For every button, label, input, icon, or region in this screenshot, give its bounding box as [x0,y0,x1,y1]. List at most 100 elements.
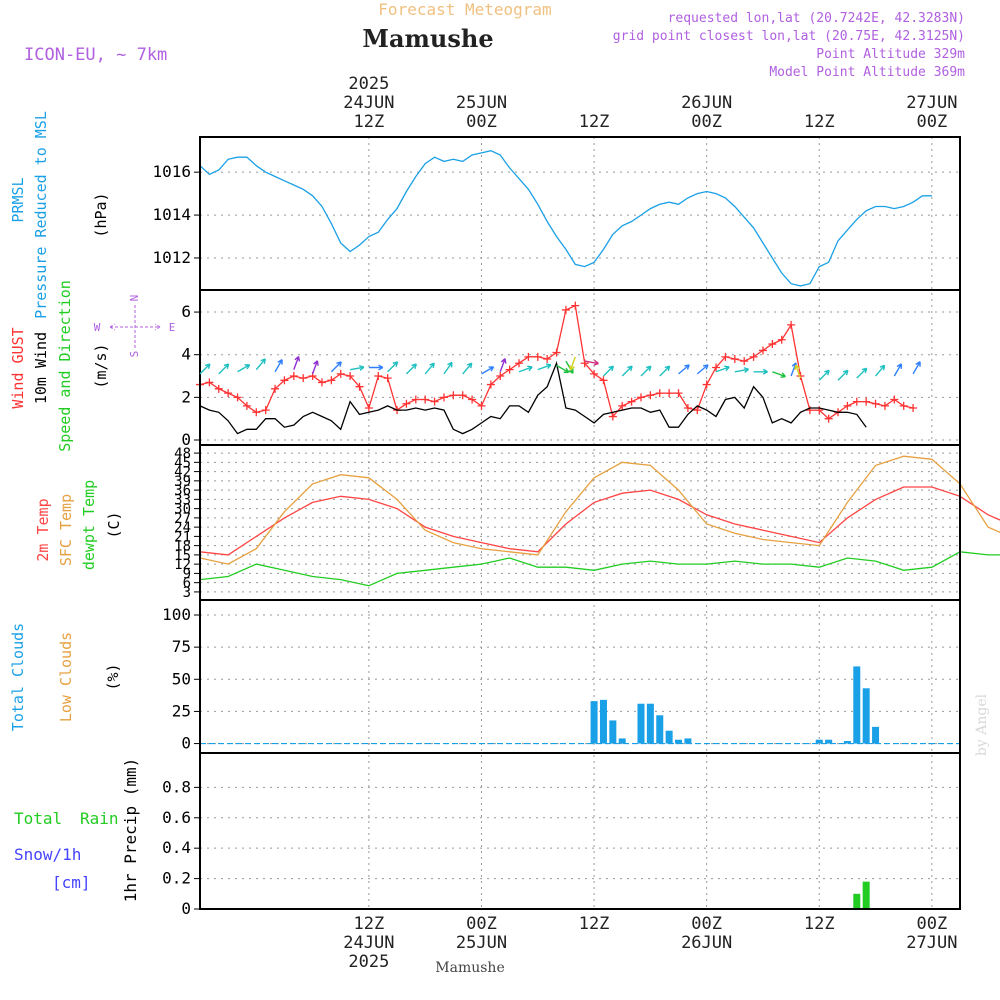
gust-marker [468,395,477,404]
gust-marker [571,301,580,310]
gust-marker [364,404,373,413]
wind-axis-label: 10m Wind [32,332,50,404]
compass-west: W [94,321,101,334]
wind10m-line [199,360,867,435]
gust-marker [411,395,420,404]
wind-direction-arrow [640,365,652,377]
t2m-line [199,486,1000,556]
wind-ytick-label: 2 [181,387,191,406]
clouds-ytick-label: 75 [172,637,191,656]
top-time-label: 00Z [691,112,722,132]
point-altitude: Point Altitude 329m [816,47,965,62]
pressure-ytick-label: 1012 [152,248,191,267]
wind-direction-arrow [715,365,730,373]
gust-marker [646,391,655,400]
wind-direction-arrow [875,364,886,377]
wind-direction-arrow [602,365,615,377]
grid-point-coords: grid point closest lon,lat (20.75E, 42.3… [613,29,965,44]
gust-marker [486,380,495,389]
top-time-label: 27JUN [906,93,957,113]
wind-axis-label: Speed and Direction [56,280,74,452]
precip-bar [853,893,861,909]
bottom-time-label: 00Z [691,914,722,934]
precip-panel-frame [199,752,961,910]
bottom-time-label: 12Z [354,914,385,934]
wind-ytick-label: 4 [181,345,191,364]
clouds-bar [656,715,664,744]
wind-direction-arrow [405,363,417,375]
pressure-ytick-label: 1014 [152,205,191,224]
bottom-time-label: 00Z [466,914,497,934]
gust-marker [909,404,918,413]
wind-direction-arrow [518,365,533,373]
gust-marker [805,406,814,415]
wind-direction-arrow [753,368,768,375]
gust-marker [852,397,861,406]
gust-marker [271,384,280,393]
gust-marker [580,359,589,368]
temperature-axis-label: (C) [105,511,123,538]
temperature-ytick-label: 24 [174,520,191,536]
clouds-ytick-label: 50 [172,669,191,688]
gust-marker [383,374,392,383]
clouds-bar [599,699,607,744]
precip-ytick-label: 0.8 [162,777,191,796]
gust-marker [477,401,486,410]
temperature-ytick-label: 45 [174,455,191,471]
wind-direction-arrow [499,358,507,373]
precip-snow-label: Snow/1h [14,845,81,864]
gust-marker [449,391,458,400]
clouds-bar [637,703,645,744]
wind-direction-arrow [330,361,342,373]
gust-marker [693,406,702,415]
gust-marker [280,376,289,385]
clouds-bar [684,738,692,744]
temperature-ytick-label: 33 [174,492,191,508]
gust-marker [749,352,758,361]
dewpt-line [199,551,1000,587]
temperature-ytick-label: 18 [174,539,191,555]
wind-axis-label: Wind GUST [9,327,27,408]
gust-marker [674,389,683,398]
wind-direction-arrow [556,364,570,374]
gust-marker [590,369,599,378]
wind-direction-arrow [424,362,435,375]
wind-ytick-label: 0 [181,430,191,449]
precip-ytick-label: 0.2 [162,869,191,888]
location-title: Mamushe [362,24,493,53]
top-time-label: 12Z [579,112,610,132]
temperature-ytick-label: 39 [174,474,191,490]
gust-marker [205,378,214,387]
requested-coords: requested lon,lat (20.7242E, 42.3283N) [668,11,965,26]
gust-marker [665,389,674,398]
model-altitude: Model Point Altitude 369m [769,65,965,80]
gust-marker [871,399,880,408]
sfc-line [199,455,1000,565]
gust-marker [505,365,514,374]
wind-direction-arrow [734,367,750,374]
bottom-time-label: 12Z [804,914,835,934]
gust-marker [458,391,467,400]
wind-direction-arrow [462,362,473,375]
wind-direction-arrow [569,356,576,371]
gust-marker [242,401,251,410]
precip-ytick-label: 0.6 [162,808,191,827]
wind-direction-arrow [584,359,599,366]
temperature-ytick-label: 15 [174,548,191,564]
temperature-ytick-label: 30 [174,502,191,518]
gust-marker [515,359,524,368]
gust-marker [374,372,383,381]
wind-direction-arrow [893,363,903,377]
top-time-label: 24JUN [343,93,394,113]
wind-direction-arrow [311,360,319,375]
pressure-axis-label: (hPa) [92,192,110,237]
precip-rain-label: Rain [80,809,119,828]
clouds-bar [665,730,673,744]
temperature-ytick-label: 3 [183,585,191,601]
clouds-axis-label: Total Clouds [9,623,27,731]
wind-direction-arrow [443,361,453,375]
bottom-time-label: 2025 [348,952,389,972]
clouds-ytick-label: 0 [181,734,191,753]
bottom-time-label: 00Z [916,914,947,934]
